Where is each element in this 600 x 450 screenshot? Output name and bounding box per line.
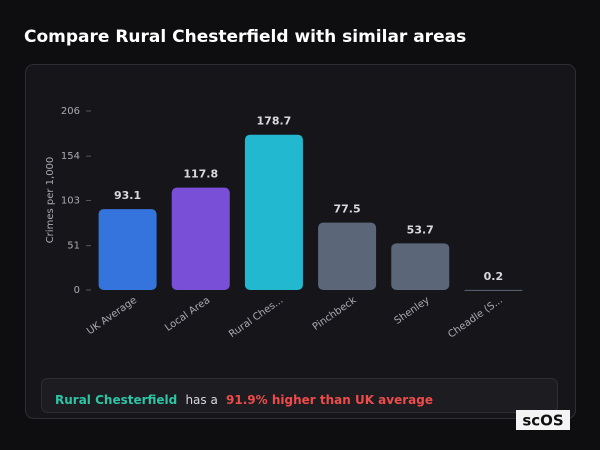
summary-highlight: 91.9% higher than UK average — [226, 393, 433, 407]
y-tick-label: 206 — [61, 106, 80, 117]
data-label: 93.1 — [114, 189, 141, 202]
data-label: 53.7 — [407, 223, 434, 236]
chart-title: Compare Rural Chesterfield with similar … — [24, 27, 466, 47]
y-tick-label: 154 — [61, 151, 80, 162]
bar — [391, 243, 450, 290]
logo-box — [516, 410, 570, 430]
data-label: 0.2 — [484, 270, 504, 283]
logo: scOS — [522, 412, 563, 430]
bar — [464, 289, 523, 291]
data-label: 117.8 — [183, 168, 218, 181]
bar — [171, 187, 230, 290]
data-label: 77.5 — [334, 203, 361, 216]
summary-text: has a — [185, 393, 217, 407]
summary: Rural Chesterfield has a 91.9% higher th… — [55, 393, 433, 407]
y-tick-label: 0 — [74, 285, 80, 296]
bar — [244, 134, 303, 290]
summary-area: Rural Chesterfield — [55, 393, 177, 407]
summary-box — [41, 378, 558, 413]
y-axis-label: Crimes per 1,000 — [45, 157, 56, 244]
bar — [98, 209, 157, 290]
data-label: 178.7 — [257, 115, 292, 128]
y-tick-label: 51 — [67, 241, 80, 252]
bar — [318, 222, 377, 290]
y-tick-label: 103 — [61, 196, 80, 207]
